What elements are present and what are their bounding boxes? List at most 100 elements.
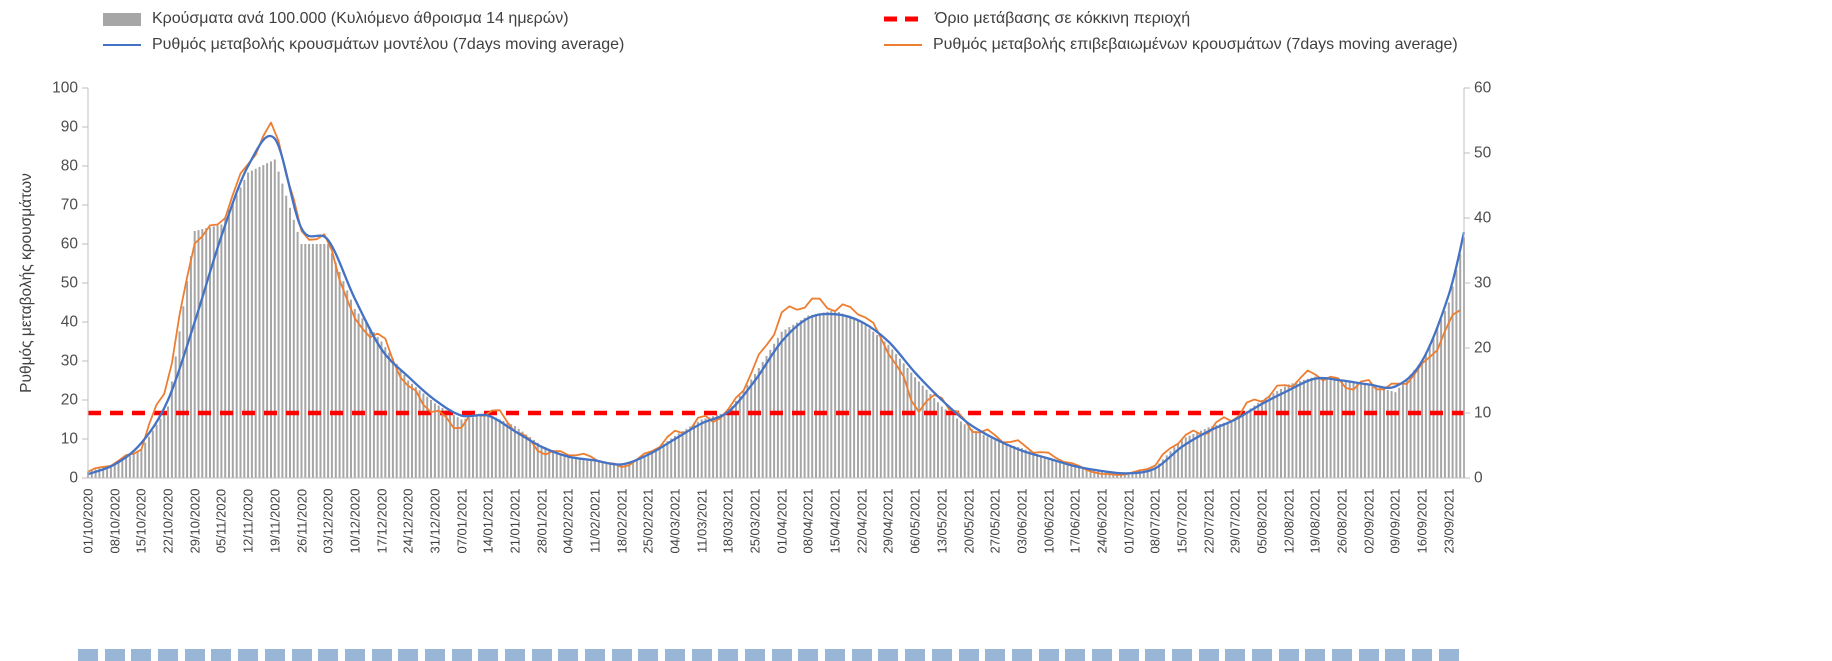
x-axis-label: 26/11/2020 [294, 488, 309, 554]
x-axis-label: 15/10/2020 [133, 488, 149, 554]
y-axis-tick-label-right: 60 [1474, 79, 1492, 97]
sheet-cell[interactable] [1412, 649, 1433, 661]
x-axis-label: 10/12/2020 [347, 488, 363, 554]
sheet-cell[interactable] [584, 649, 605, 661]
sheet-cell[interactable] [958, 649, 979, 661]
sheet-cell[interactable] [1278, 649, 1299, 661]
legend-label-cases: Κρούσματα ανά 100.000 (Κυλιόμενο άθροισμ… [152, 10, 569, 27]
y-axis-tick-label-left: 10 [60, 430, 78, 448]
sheet-cell[interactable] [1438, 649, 1459, 661]
sheet-cell[interactable] [1385, 649, 1406, 661]
x-axis-label: 19/08/2021 [1307, 488, 1323, 554]
x-axis-label: 17/12/2020 [374, 488, 389, 554]
x-axis-label: 18/02/2021 [614, 488, 630, 554]
sheet-cell[interactable] [1065, 649, 1086, 661]
x-axis-label: 16/09/2021 [1414, 488, 1430, 554]
sheet-cell[interactable] [905, 649, 926, 661]
sheet-cell[interactable] [638, 649, 659, 661]
x-axis-label: 22/07/2021 [1201, 488, 1217, 554]
x-axis-label: 09/09/2021 [1387, 488, 1403, 554]
sheet-cell[interactable] [104, 649, 125, 661]
sheet-cell[interactable] [985, 649, 1006, 661]
y-axis-tick-label-left: 0 [69, 469, 78, 487]
sheet-cell[interactable] [691, 649, 712, 661]
sheet-cell[interactable] [451, 649, 472, 661]
sheet-cell[interactable] [1038, 649, 1059, 661]
sheet-cell[interactable] [1332, 649, 1352, 661]
sheet-cell[interactable] [398, 649, 419, 661]
x-axis-label: 25/03/2021 [747, 488, 763, 554]
sheet-cell[interactable] [78, 649, 98, 661]
x-axis-label: 25/02/2021 [640, 488, 656, 554]
sheet-cell[interactable] [504, 649, 525, 661]
x-axis-label: 22/04/2021 [854, 488, 870, 554]
sheet-cell[interactable] [184, 649, 205, 661]
x-axis-label: 08/10/2020 [107, 488, 123, 554]
x-axis-label: 02/09/2021 [1361, 488, 1377, 554]
sheet-cell[interactable] [825, 649, 846, 661]
legend-item-cases-per-100k: Κρούσματα ανά 100.000 (Κυλιόμενο άθροισμ… [103, 8, 569, 30]
x-axis-label: 05/08/2021 [1254, 488, 1270, 554]
axis-frame [82, 87, 1470, 479]
y-axis-tick-label-left: 70 [60, 196, 78, 214]
sheet-cell[interactable] [1225, 649, 1246, 661]
sheet-cell[interactable] [745, 649, 765, 661]
sheet-cell[interactable] [558, 649, 579, 661]
sheet-cell[interactable] [371, 649, 392, 661]
threshold-dash-swatch-icon [884, 16, 924, 22]
sheet-cell[interactable] [771, 649, 792, 661]
x-axis-label: 22/10/2020 [160, 488, 176, 554]
x-axis-label: 03/12/2020 [320, 488, 336, 554]
sheet-cell[interactable] [291, 649, 312, 661]
y-axis-tick-label-right: 40 [1474, 209, 1492, 227]
sheet-cell[interactable] [344, 649, 365, 661]
sheet-cell[interactable] [531, 649, 552, 661]
x-axis-label: 15/04/2021 [827, 488, 843, 554]
bars-series [87, 159, 1465, 479]
x-axis-label: 11/03/2021 [694, 488, 710, 554]
legend-item-confirmed-rate: Ρυθμός μεταβολής επιβεβαιωμένων κρουσμάτ… [884, 34, 1458, 56]
x-axis-label: 23/09/2021 [1441, 488, 1457, 554]
sheet-cell[interactable] [1011, 649, 1032, 661]
sheet-cell[interactable] [611, 649, 632, 661]
x-axis-label: 28/01/2021 [534, 488, 550, 554]
model-line-swatch-icon [103, 44, 141, 46]
sheet-cell[interactable] [131, 649, 152, 661]
sheet-cell[interactable] [665, 649, 685, 661]
x-axis-label: 08/04/2021 [800, 488, 816, 554]
sheet-cell[interactable] [851, 649, 872, 661]
sheet-cell[interactable] [478, 649, 499, 661]
y-axis-tick-label-right: 10 [1474, 404, 1492, 422]
x-axis-label: 17/06/2021 [1067, 488, 1083, 554]
sheet-cell[interactable] [1171, 649, 1192, 661]
y-axis-tick-label-left: 60 [60, 235, 78, 253]
sheet-cell[interactable] [318, 649, 339, 661]
sheet-cell[interactable] [798, 649, 819, 661]
sheet-cell[interactable] [158, 649, 178, 661]
y-axis-tick-label-left: 90 [60, 118, 78, 136]
sheet-cell[interactable] [1118, 649, 1139, 661]
sheet-cell[interactable] [718, 649, 739, 661]
x-axis-label: 27/05/2021 [987, 488, 1003, 554]
sheet-cell[interactable] [1198, 649, 1219, 661]
sheet-cell[interactable] [1358, 649, 1379, 661]
sheet-cell[interactable] [931, 649, 952, 661]
x-axis-label: 31/12/2020 [427, 488, 443, 554]
sheet-cell[interactable] [211, 649, 232, 661]
x-axis-label: 18/03/2021 [720, 488, 736, 554]
x-axis-label: 08/07/2021 [1147, 488, 1163, 554]
sheet-cell[interactable] [1305, 649, 1326, 661]
sheet-cell[interactable] [878, 649, 899, 661]
sheet-cell[interactable] [238, 649, 259, 661]
x-axis-label: 12/08/2021 [1281, 488, 1297, 554]
sheet-cell[interactable] [264, 649, 285, 661]
sheet-cell[interactable] [424, 649, 445, 661]
x-axis-label: 24/12/2020 [400, 488, 416, 554]
legend-label-confirmed: Ρυθμός μεταβολής επιβεβαιωμένων κρουσμάτ… [933, 36, 1458, 53]
x-axis-label: 12/11/2020 [240, 488, 256, 554]
sheet-cell[interactable] [1252, 649, 1272, 661]
x-axis-label: 11/02/2021 [587, 488, 603, 554]
x-axis-label: 29/04/2021 [880, 488, 896, 554]
sheet-cell[interactable] [1091, 649, 1112, 661]
sheet-cell[interactable] [1145, 649, 1166, 661]
